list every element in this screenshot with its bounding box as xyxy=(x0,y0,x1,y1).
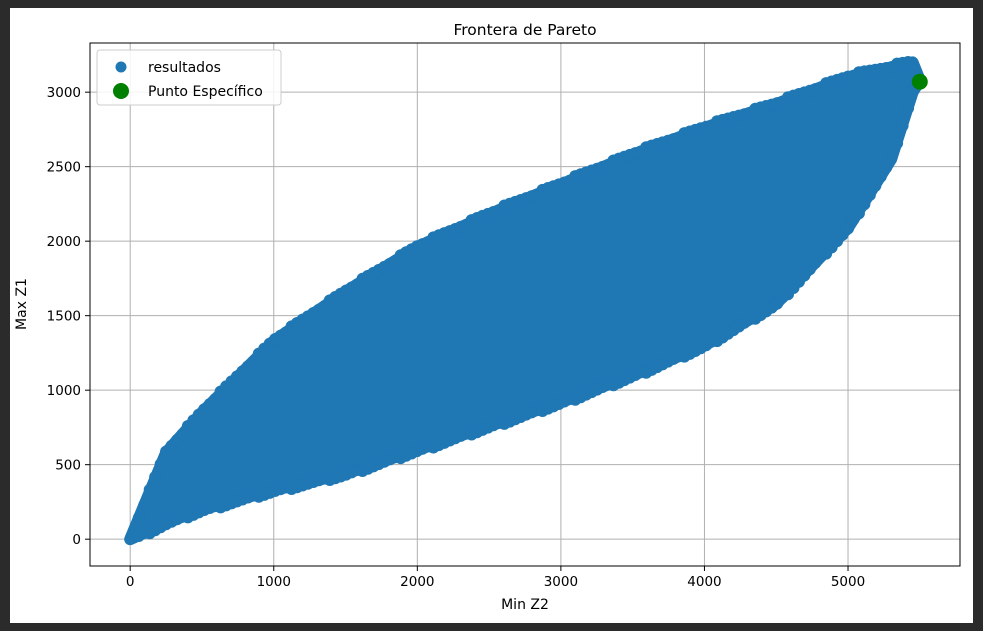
y-tick-label: 0 xyxy=(72,532,81,548)
scatter-point xyxy=(902,102,915,115)
scatter-point xyxy=(896,119,909,132)
scatter-point xyxy=(874,170,887,183)
scatter-point xyxy=(880,161,893,174)
scatter-point xyxy=(902,55,915,68)
scatter-point xyxy=(138,499,151,512)
y-tick-label: 500 xyxy=(55,458,81,474)
scatter-point xyxy=(154,458,167,471)
scatter-point xyxy=(132,511,145,524)
x-tick-label: 3000 xyxy=(544,574,578,590)
scatter-point xyxy=(863,189,876,202)
x-tick-label: 0 xyxy=(126,574,135,590)
x-axis-label: Min Z2 xyxy=(501,597,549,613)
scatter-point xyxy=(858,198,871,211)
scatter-point xyxy=(869,179,882,192)
y-tick-label: 1000 xyxy=(47,383,81,399)
x-tick-label: 5000 xyxy=(831,574,865,590)
legend: resultados Punto Específico xyxy=(96,49,282,106)
y-tick-label: 2000 xyxy=(47,234,81,250)
legend-label-punto-especifico: Punto Específico xyxy=(148,84,263,100)
y-tick-label: 3000 xyxy=(47,85,81,101)
legend-box xyxy=(96,49,282,106)
legend-marker-resultados xyxy=(115,61,127,73)
scatter-point xyxy=(885,151,898,164)
y-tick-label: 1500 xyxy=(47,309,81,325)
scatter-point xyxy=(852,207,865,220)
y-axis-label: Max Z1 xyxy=(14,278,30,330)
scatter-point xyxy=(149,470,162,483)
x-tick-label: 2000 xyxy=(400,574,434,590)
specific-point xyxy=(911,73,928,90)
chart-title: Frontera de Pareto xyxy=(453,21,596,39)
y-tick-label: 2500 xyxy=(47,160,81,176)
x-tick-label: 1000 xyxy=(257,574,291,590)
legend-marker-punto-especifico xyxy=(113,83,129,99)
scatter-point xyxy=(842,222,855,235)
x-tick-label: 4000 xyxy=(687,574,721,590)
axis-ticks: 0 1000 2000 3000 4000 5000 0 500 1000 1500 2000 250… xyxy=(47,85,866,590)
chart-figure: Frontera de Pareto 0 1000 2000 3000 4000 5000… xyxy=(10,8,973,623)
data-layer xyxy=(124,55,928,546)
scatter-region-resultados xyxy=(124,56,926,546)
legend-label-resultados: resultados xyxy=(148,60,221,76)
chart-svg: Frontera de Pareto 0 1000 2000 3000 4000 5000… xyxy=(14,21,961,613)
plot-frame xyxy=(89,42,961,567)
scatter-point xyxy=(891,137,904,150)
scatter-point xyxy=(143,483,156,496)
